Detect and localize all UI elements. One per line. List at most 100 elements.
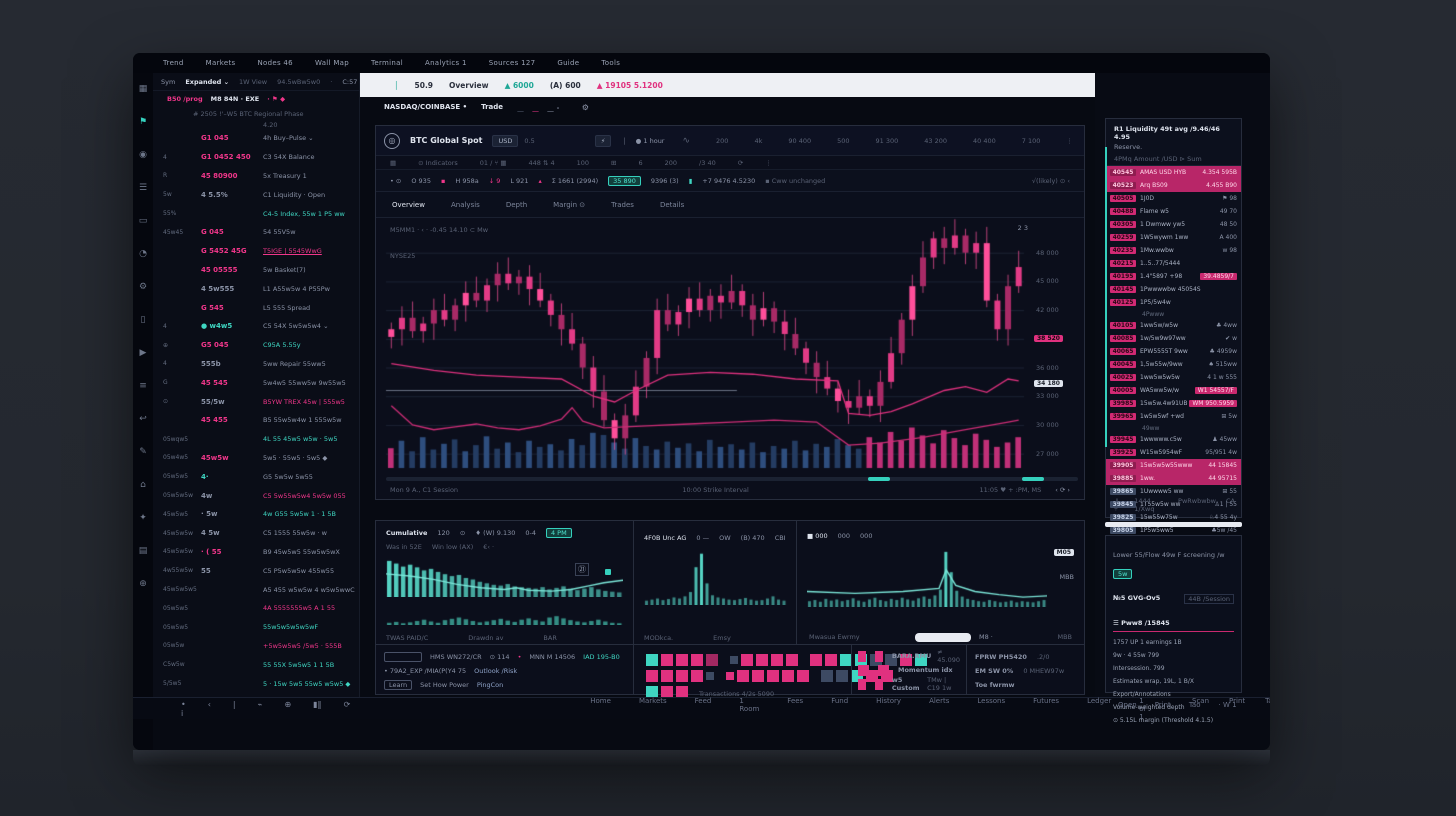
scrollbar-track[interactable] xyxy=(386,477,1078,481)
topbar-item-1[interactable]: 50.9 xyxy=(414,80,434,90)
toolbar-chip-0[interactable]: — xyxy=(517,106,525,115)
toolbar-chip-2[interactable]: — ˅ xyxy=(547,106,560,115)
chart-subtool-1[interactable]: ⊙ Indicators xyxy=(418,158,458,167)
watchlist-tab-3[interactable]: 94.5wBw5w0 xyxy=(277,77,321,86)
heat-square[interactable] xyxy=(730,655,738,664)
heat-square[interactable] xyxy=(646,685,658,698)
wl-footer-icon-0[interactable]: • i xyxy=(181,699,186,718)
chart-tool-6[interactable]: 40 400 xyxy=(973,136,996,145)
orderbook-row[interactable]: 40488 Flame w5 49 70 xyxy=(1106,205,1241,218)
wl-footer-icon-5[interactable]: ▮‖ xyxy=(313,699,322,709)
chart-subtool-2[interactable]: 01 / ⑂ ▦ xyxy=(479,158,507,167)
status-item-10[interactable]: Ledger xyxy=(1087,696,1112,705)
grid-icon[interactable]: ▦ xyxy=(138,84,148,94)
orderbook-row[interactable]: 39825 15w55w75w ♘4 55 4y xyxy=(1106,511,1241,524)
orderbook-row[interactable]: 39805 1P5w5ww5 ♣5w /45 xyxy=(1106,524,1241,537)
flow-b-chart[interactable] xyxy=(644,547,787,605)
menu-item-1[interactable]: Markets xyxy=(205,59,236,67)
watchlist-row[interactable]: 45w5w5w · ( 55 B9 45w5w5 55w5w5wX xyxy=(153,543,359,562)
orderbook-row[interactable]: 40085 1w/5w9w97ww ✔ w xyxy=(1106,332,1241,345)
status-item-1[interactable]: Markets xyxy=(638,696,667,705)
orderbook-row[interactable]: 40195 1.4"5897 +98 39.4859/7 xyxy=(1106,270,1241,283)
chart-tab-5[interactable]: Details xyxy=(659,200,685,209)
watchlist-row[interactable]: 45w5w5w5 A5 455 w5w5w 4 w5w5wwC xyxy=(153,580,359,599)
heat-square[interactable] xyxy=(661,669,673,682)
orderbook-row[interactable]: 39965 1w5w5wf +wd ⊞ 5w xyxy=(1106,410,1241,423)
chart-subtool-7[interactable]: 200 xyxy=(664,158,678,167)
watchlist-row[interactable]: 4w55w5w 55 C5 P5w5w5w 455w55 xyxy=(153,561,359,580)
heat-square[interactable] xyxy=(915,653,927,666)
menu-item-6[interactable]: Sources 127 xyxy=(488,59,536,67)
learn-button[interactable]: Learn xyxy=(384,680,413,690)
watchlist-row[interactable]: 55% C4-5 Index, 55w 1 P5 ww xyxy=(153,204,359,223)
heat-square[interactable] xyxy=(646,653,658,666)
target-icon[interactable]: ◉ xyxy=(139,150,147,160)
status-item-0[interactable]: Home xyxy=(590,696,611,705)
spark-icon[interactable]: ✦ xyxy=(139,513,147,523)
heat-square[interactable] xyxy=(676,653,688,666)
heat-square[interactable] xyxy=(771,653,783,666)
heat-square[interactable] xyxy=(717,670,723,682)
menu-icon[interactable]: ≡ xyxy=(139,381,147,391)
info-header-chip[interactable]: 5w xyxy=(1113,569,1133,579)
watchlist-row[interactable]: 5/5w5 5 · 15w 5w5 55w5 w5w5 ◆ xyxy=(153,674,359,693)
watchlist-row[interactable]: 05w5w5 55w5w5w5w5wF xyxy=(153,618,359,637)
chart-tab-0[interactable]: Overview xyxy=(392,200,425,209)
wl-footer-icon-3[interactable]: ⌁ xyxy=(257,699,263,709)
chart-subtool-8[interactable]: /3 40 xyxy=(699,158,716,167)
heat-square[interactable] xyxy=(661,685,673,698)
chart-tab-3[interactable]: Margin ⊙ xyxy=(553,200,586,209)
watchlist-row[interactable]: 05w5w +5w5w5w5 /5w5 · 555B xyxy=(153,637,359,656)
watchlist-row[interactable]: ⊙ 55/5w B5YW TREX 45w | 555w5 xyxy=(153,392,359,411)
heat-square[interactable] xyxy=(797,669,809,682)
watchlist-row[interactable]: 45w45 G 045 54 55V5w xyxy=(153,223,359,242)
heat-square[interactable] xyxy=(825,653,837,666)
heat-square[interactable] xyxy=(676,685,688,698)
orderbook-row[interactable]: 40523 Arq BS09 4.455 B90 xyxy=(1106,179,1241,192)
orderbook-row[interactable]: 40259 1W5wywm 1ww A 400 xyxy=(1106,231,1241,244)
menu-item-0[interactable]: Trend xyxy=(163,59,184,67)
orderbook-row[interactable]: 40235 1Mw.wwbw w 98 xyxy=(1106,244,1241,257)
watchlist-row[interactable]: 45w5w5w 4 5w C5 1555 55w5w · w xyxy=(153,524,359,543)
chart-tool-5[interactable]: 43 200 xyxy=(924,136,948,145)
orderbook-row[interactable]: 39885 1ww. 44 95715 xyxy=(1106,472,1241,485)
watchlist-tab-4[interactable]: · xyxy=(330,77,333,86)
flow-a-chart[interactable] xyxy=(386,555,623,597)
flag-icon[interactable]: ⚑ xyxy=(138,117,148,127)
status-item-9[interactable]: Futures xyxy=(1033,696,1060,705)
add-icon[interactable]: ⊕ xyxy=(139,579,147,589)
chart-subtool-3[interactable]: 448 ⇅ 4 xyxy=(528,158,555,167)
heat-square[interactable] xyxy=(900,653,912,666)
watchlist-row[interactable]: R 45 80900 5x Treasury 1 xyxy=(153,167,359,186)
heat-square[interactable] xyxy=(706,653,718,666)
chart-subtool-0[interactable]: ▦ xyxy=(390,158,397,167)
flow-c-chart[interactable] xyxy=(807,545,1047,607)
gear-icon[interactable]: ⚙ xyxy=(581,102,589,112)
gear-icon[interactable]: ⚙ xyxy=(138,282,148,292)
heat-square[interactable] xyxy=(752,669,764,682)
empty-field[interactable] xyxy=(384,652,422,662)
watchlist-tab-1[interactable]: Expanded ⌄ xyxy=(185,77,230,86)
toolbar-chip-1[interactable]: — xyxy=(532,106,540,115)
flow-a-chart-2[interactable] xyxy=(386,599,623,625)
watchlist-row[interactable]: 05w5w5w 4w C5 5w55w5w4 5w5w 055 xyxy=(153,486,359,505)
menu-item-2[interactable]: Nodes 46 xyxy=(257,59,293,67)
chart-tool-1[interactable]: 4k xyxy=(754,136,763,145)
topbar-item-2[interactable]: Overview xyxy=(449,80,489,90)
candlestick-canvas[interactable] xyxy=(376,218,1084,475)
time-axis-controls[interactable]: ‹ ⟳ › xyxy=(1055,486,1071,494)
watchlist-row[interactable]: 45 05555 5w Basket(7) xyxy=(153,261,359,280)
orderbook-scrollbar[interactable] xyxy=(1105,522,1242,527)
menu-item-8[interactable]: Tools xyxy=(601,59,621,67)
scroll-thumb-2[interactable] xyxy=(1022,477,1044,481)
wl-footer-icon-2[interactable]: | xyxy=(232,699,236,709)
orderbook-foot-3[interactable]: CA xyxy=(1226,497,1235,505)
orderbook-row[interactable]: 40045 1,5w55w/9ww ♠ 515ww xyxy=(1106,358,1241,371)
orderbook-foot-1[interactable]: 1444 1/Xwq xyxy=(1134,497,1155,513)
heat-square[interactable] xyxy=(691,669,703,682)
heat-square[interactable] xyxy=(721,654,727,666)
flow-a-corner-icon[interactable]: ㉑ xyxy=(575,563,589,576)
orderbook-row[interactable]: 40065 EPW5555T 9ww ♣ 4959w xyxy=(1106,345,1241,358)
heat-square[interactable] xyxy=(801,654,807,666)
timeframe-select[interactable]: ● 1 hour xyxy=(635,136,665,145)
